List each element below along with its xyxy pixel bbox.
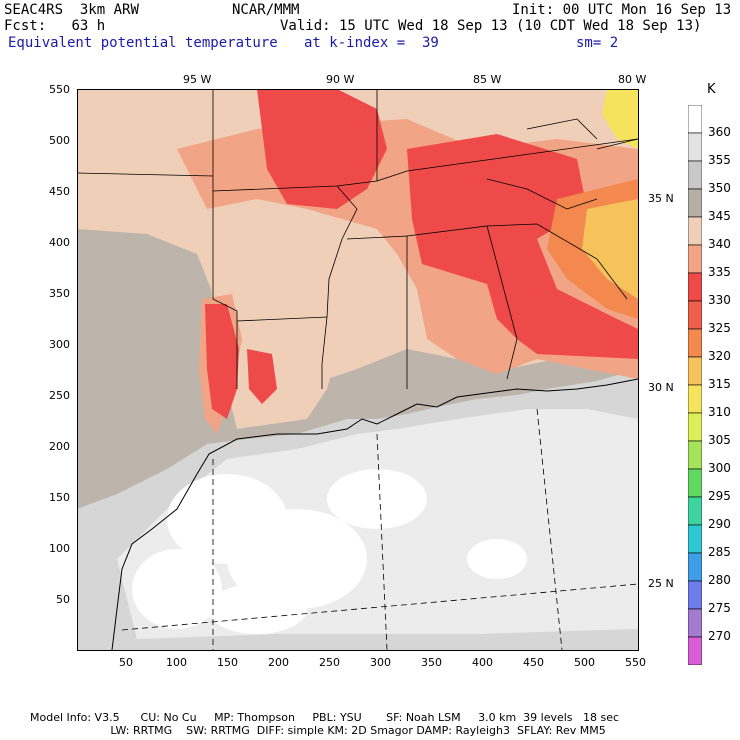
colorbar-level-label: 305 bbox=[708, 433, 731, 447]
colorbar-swatch bbox=[688, 608, 702, 638]
colorbar-level-label: 280 bbox=[708, 573, 731, 587]
x-tick: 200 bbox=[268, 656, 289, 669]
grid-lines bbox=[121, 408, 639, 651]
colorbar bbox=[688, 105, 702, 665]
theta-e-map bbox=[76, 89, 639, 651]
lat-label: 35 N bbox=[648, 192, 674, 205]
pink-340-band bbox=[207, 249, 347, 429]
colorbar-level-label: 300 bbox=[708, 461, 731, 475]
lon-label: 90 W bbox=[326, 73, 355, 86]
red-core-southeast bbox=[407, 134, 638, 359]
model-info-line2: LW: RRTMG SW: RRTMG DIFF: simple KM: 2D … bbox=[30, 724, 606, 737]
lat-label: 30 N bbox=[648, 381, 674, 394]
y-tick: 500 bbox=[49, 134, 70, 147]
colorbar-level-label: 335 bbox=[708, 265, 731, 279]
colorbar-swatch bbox=[688, 244, 702, 274]
smoothing-label: sm= 2 bbox=[576, 35, 619, 51]
colorbar-swatch bbox=[688, 496, 702, 526]
x-tick: 100 bbox=[166, 656, 187, 669]
y-tick: 350 bbox=[49, 287, 70, 300]
lon-label: 95 W bbox=[183, 73, 212, 86]
colorbar-swatch bbox=[688, 132, 702, 162]
colorbar-level-label: 350 bbox=[708, 181, 731, 195]
colorbar-swatch bbox=[688, 272, 702, 302]
x-tick: 550 bbox=[625, 656, 646, 669]
level-label: at k-index = 39 bbox=[304, 35, 439, 51]
y-tick: 250 bbox=[49, 389, 70, 402]
colorbar-level-label: 355 bbox=[708, 153, 731, 167]
colorbar-level-label: 310 bbox=[708, 405, 731, 419]
state-boundaries bbox=[76, 89, 639, 389]
y-tick: 450 bbox=[49, 185, 70, 198]
y-tick: 300 bbox=[49, 338, 70, 351]
valid-time: Valid: 15 UTC Wed 18 Sep 13 (10 CDT Wed … bbox=[280, 18, 702, 34]
gulf-coastline bbox=[111, 378, 639, 651]
colorbar-level-label: 320 bbox=[708, 349, 731, 363]
x-tick: 300 bbox=[370, 656, 391, 669]
colorbar-level-label: 325 bbox=[708, 321, 731, 335]
colorbar-swatch bbox=[688, 468, 702, 498]
colorbar-swatch bbox=[688, 328, 702, 358]
colorbar-level-label: 290 bbox=[708, 517, 731, 531]
x-tick: 50 bbox=[119, 656, 133, 669]
x-tick: 350 bbox=[421, 656, 442, 669]
colorbar-swatch bbox=[688, 300, 702, 330]
y-tick: 200 bbox=[49, 440, 70, 453]
colorbar-swatch bbox=[688, 636, 702, 665]
x-tick: 150 bbox=[217, 656, 238, 669]
project-label: SEAC4RS 3km ARW bbox=[4, 2, 139, 18]
center-label: NCAR/MMM bbox=[232, 2, 300, 18]
colorbar-level-label: 315 bbox=[708, 377, 731, 391]
colorbar-level-label: 275 bbox=[708, 601, 731, 615]
colorbar-level-label: 345 bbox=[708, 209, 731, 223]
y-tick: 50 bbox=[56, 593, 70, 606]
yellow-315-region bbox=[602, 89, 638, 149]
map-frame bbox=[77, 89, 639, 651]
colorbar-swatch bbox=[688, 580, 702, 610]
colorbar-swatch bbox=[688, 524, 702, 554]
lat-label: 25 N bbox=[648, 577, 674, 590]
y-tick: 400 bbox=[49, 236, 70, 249]
red-core-texas bbox=[205, 304, 239, 419]
colorbar-level-label: 330 bbox=[708, 293, 731, 307]
colorbar-level-label: 285 bbox=[708, 545, 731, 559]
colorbar-unit: K bbox=[707, 82, 716, 97]
x-tick: 450 bbox=[523, 656, 544, 669]
x-tick: 400 bbox=[472, 656, 493, 669]
colorbar-swatch bbox=[688, 105, 702, 134]
colorbar-level-label: 295 bbox=[708, 489, 731, 503]
lon-label: 80 W bbox=[618, 73, 647, 86]
colorbar-swatch bbox=[688, 216, 702, 246]
gulf-white-patches bbox=[132, 469, 527, 634]
colorbar-swatch bbox=[688, 440, 702, 470]
colorbar-swatch bbox=[688, 188, 702, 218]
colorbar-swatch bbox=[688, 412, 702, 442]
y-tick: 100 bbox=[49, 542, 70, 555]
init-time: Init: 00 UTC Mon 16 Sep 13 bbox=[512, 2, 732, 18]
x-tick: 250 bbox=[319, 656, 340, 669]
y-tick: 550 bbox=[49, 83, 70, 96]
x-tick: 500 bbox=[574, 656, 595, 669]
colorbar-level-label: 360 bbox=[708, 125, 731, 139]
red-core-arkansas bbox=[257, 89, 387, 209]
colorbar-level-label: 270 bbox=[708, 629, 731, 643]
field-name: Equivalent potential temperature bbox=[8, 35, 278, 51]
model-info-line1: Model Info: V3.5 CU: No Cu MP: Thompson … bbox=[30, 711, 620, 724]
colorbar-swatch bbox=[688, 356, 702, 386]
colorbar-level-label: 340 bbox=[708, 237, 731, 251]
colorbar-swatch bbox=[688, 160, 702, 190]
yellow-320-region bbox=[582, 199, 638, 299]
lon-label: 85 W bbox=[473, 73, 502, 86]
y-tick: 150 bbox=[49, 491, 70, 504]
colorbar-swatch bbox=[688, 384, 702, 414]
red-core-louisiana bbox=[247, 349, 277, 404]
forecast-hour: Fcst: 63 h bbox=[4, 18, 106, 34]
colorbar-swatch bbox=[688, 552, 702, 582]
